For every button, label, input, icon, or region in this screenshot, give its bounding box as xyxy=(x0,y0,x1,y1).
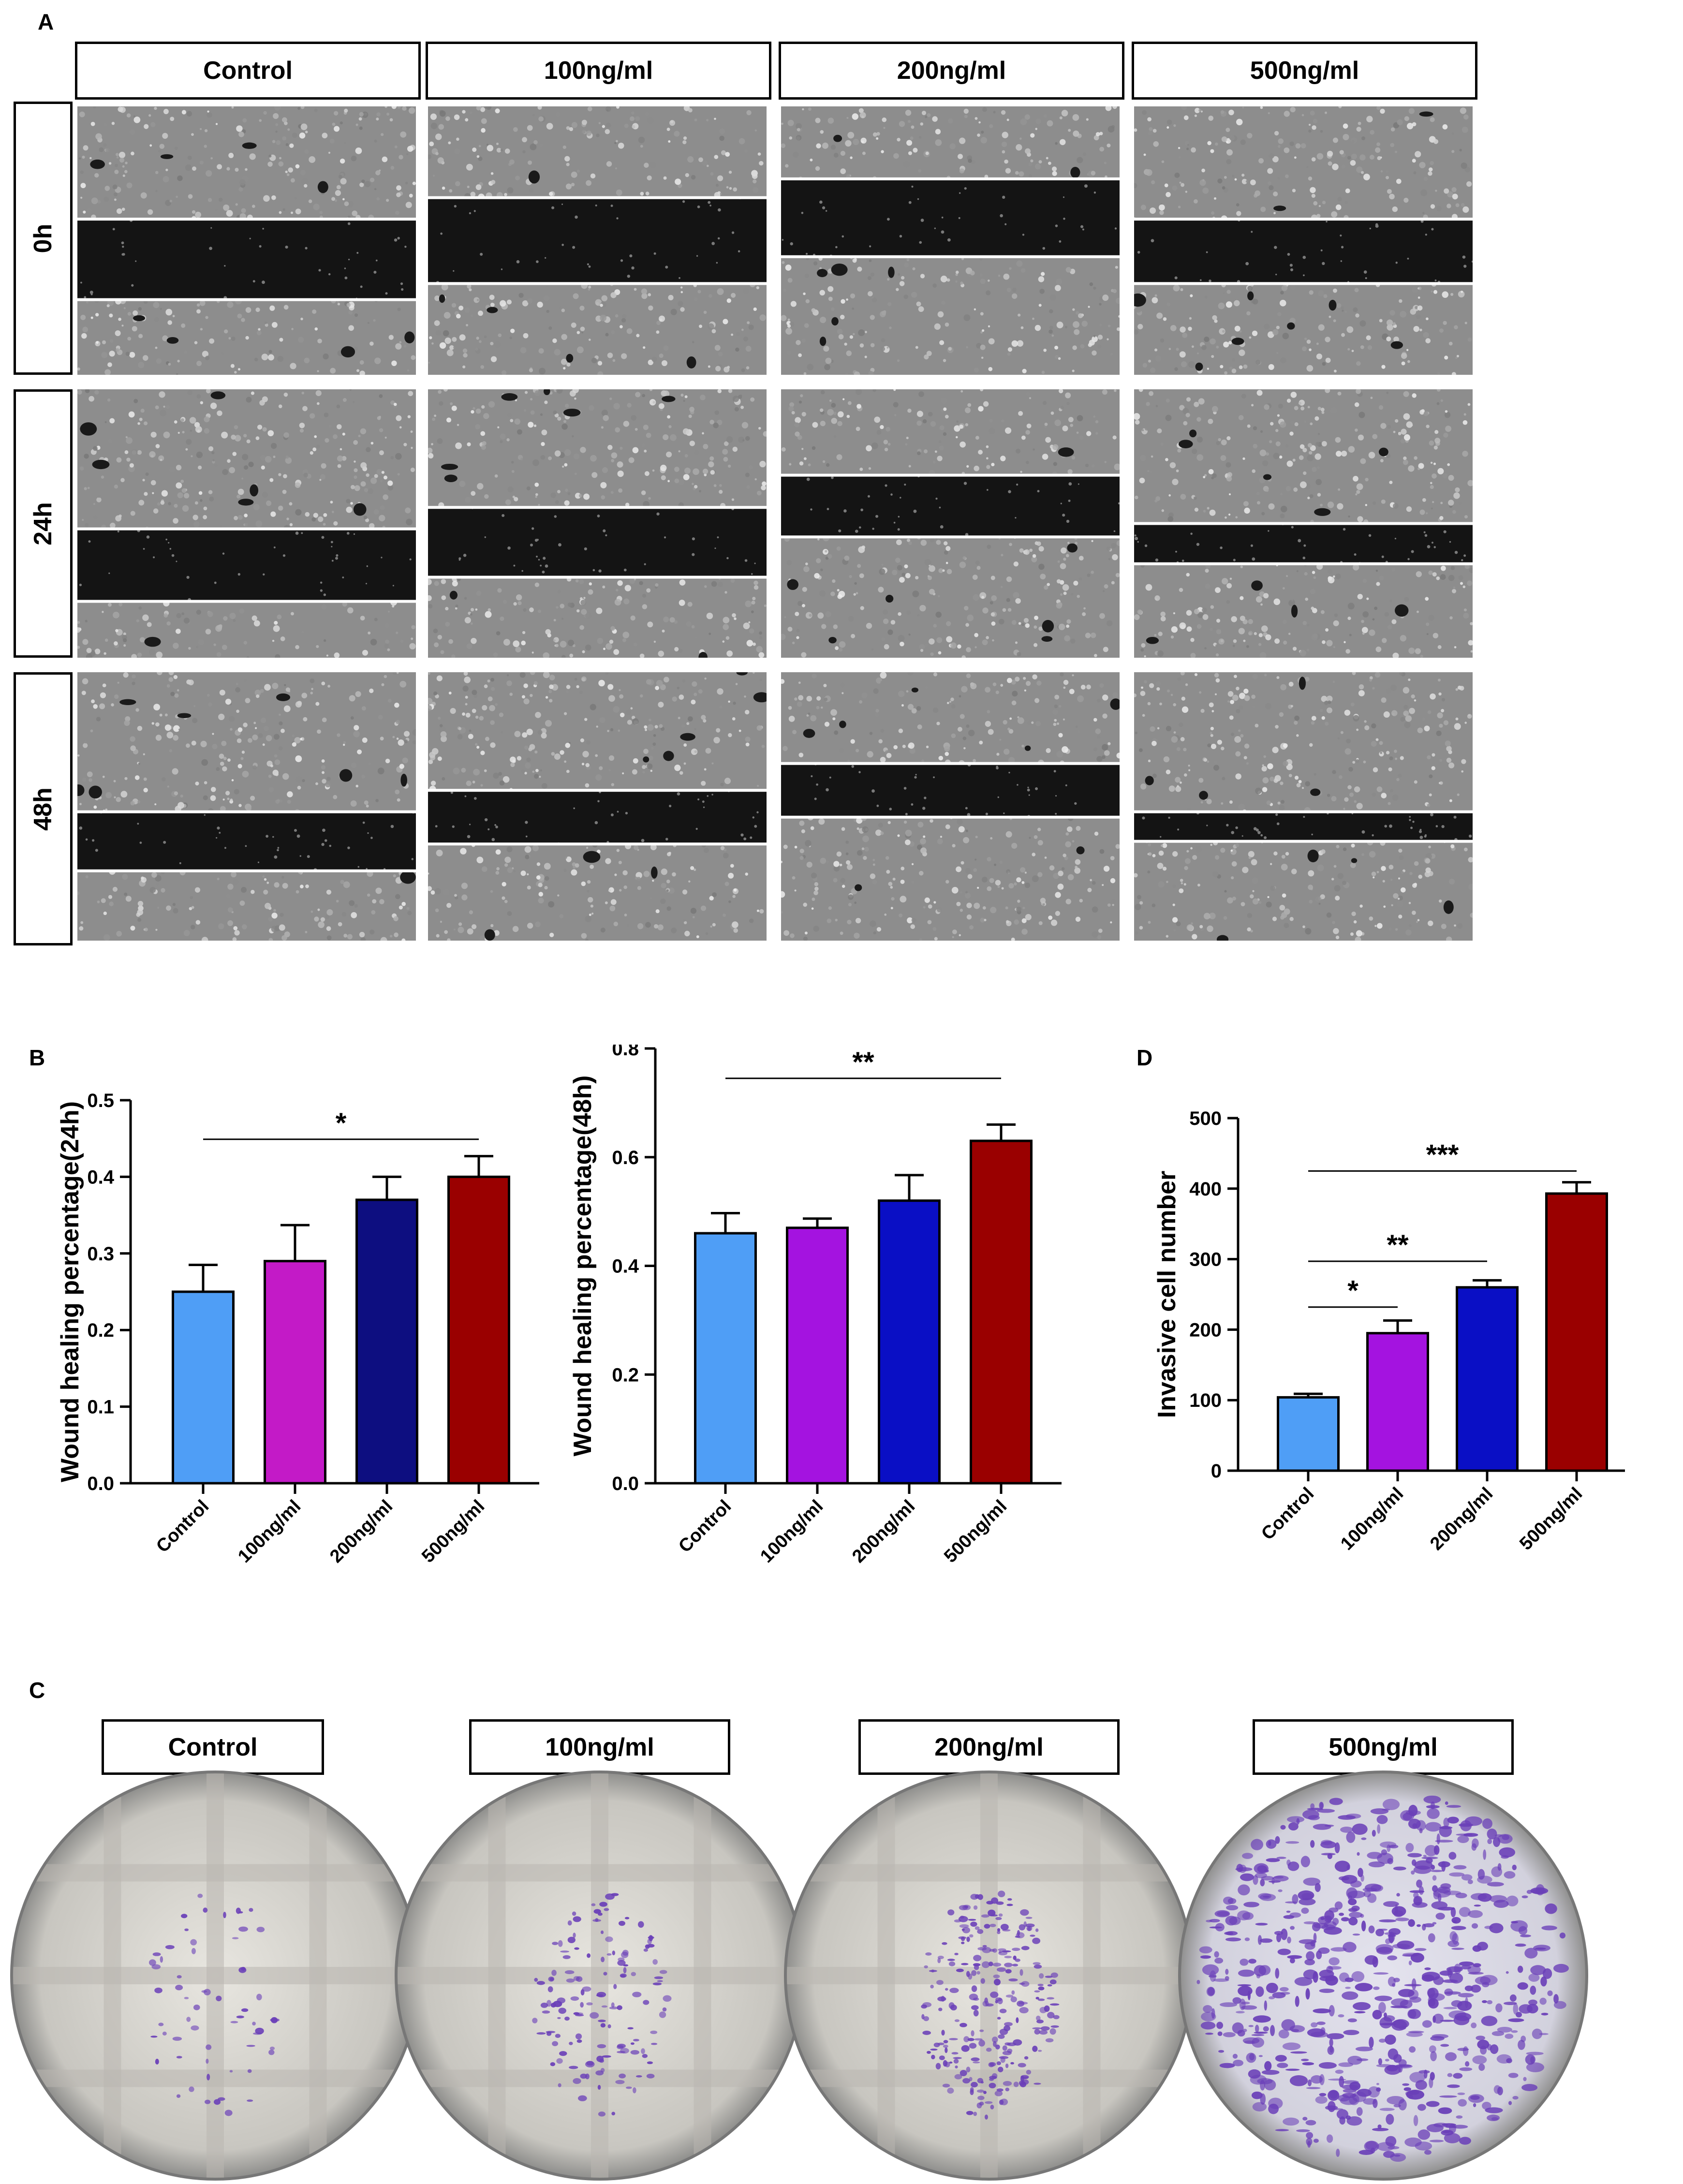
micrograph-24h-200ng/ml xyxy=(781,389,1120,658)
micrograph-48h-Control xyxy=(77,672,416,941)
dish-200ng/ml xyxy=(783,1770,1195,2181)
a-row-label-0h: 0h xyxy=(14,102,73,375)
x-tick-label: 500ng/ml xyxy=(1516,1484,1586,1554)
x-tick-label: Control xyxy=(1257,1484,1318,1544)
bar-Control xyxy=(694,1232,757,1485)
x-tick-label: 100ng/ml xyxy=(234,1496,305,1567)
x-tick-label: 100ng/ml xyxy=(756,1496,827,1567)
micrograph-48h-200ng/ml xyxy=(781,672,1120,941)
micrograph-0h-200ng/ml xyxy=(781,106,1120,375)
significance-label: ** xyxy=(1387,1229,1409,1261)
a-column-header-500: 500ng/ml xyxy=(1132,42,1477,100)
y-tick-label: 0.4 xyxy=(612,1256,639,1277)
a-row-label-48h: 48h xyxy=(14,672,73,945)
y-tick-label: 200 xyxy=(1189,1319,1222,1341)
x-tick-label: 500ng/ml xyxy=(418,1496,488,1567)
x-tick-label: 200ng/ml xyxy=(1426,1484,1497,1554)
dish-100ng/ml xyxy=(394,1770,805,2181)
bar-200ng/ml xyxy=(355,1198,418,1485)
y-tick-label: 0.8 xyxy=(612,1045,639,1060)
a-column-header-200: 200ng/ml xyxy=(779,42,1124,100)
significance-label: * xyxy=(1347,1275,1358,1307)
y-tick-label: 0.2 xyxy=(87,1320,114,1341)
micrograph-24h-100ng/ml xyxy=(428,389,767,658)
y-axis-label: Invasive cell number xyxy=(1153,1171,1181,1418)
panel-c-letter: C xyxy=(29,1678,45,1703)
chart-invasive-cell-number: 0 100 200 300 400 500 Invasive cell number Cont… xyxy=(1153,1108,1625,1554)
bar-200ng/ml xyxy=(1456,1286,1519,1472)
y-tick-label: 0.2 xyxy=(612,1364,639,1386)
y-tick-label: 0 xyxy=(1211,1461,1222,1482)
y-axis-label: Wound healing percentage(24h) xyxy=(56,1101,84,1482)
bar-500ng/ml xyxy=(1545,1192,1608,1472)
y-tick-label: 0.3 xyxy=(87,1243,114,1265)
c-header-500: 500ng/ml xyxy=(1253,1719,1514,1775)
micrograph-48h-500ng/ml xyxy=(1134,672,1473,941)
y-tick-label: 400 xyxy=(1189,1179,1222,1200)
bar-Control xyxy=(172,1290,235,1485)
micrograph-24h-500ng/ml xyxy=(1134,389,1473,658)
chart-wound-healing-48h: 0.0 0.2 0.4 0.6 0.8 Wound healing percentage(… xyxy=(569,1045,1062,1567)
y-tick-label: 0.0 xyxy=(87,1473,114,1494)
bar-500ng/ml xyxy=(447,1175,510,1485)
significance-label: * xyxy=(336,1107,347,1139)
micrograph-48h-100ng/ml xyxy=(428,672,767,941)
micrograph-0h-100ng/ml xyxy=(428,106,767,375)
y-tick-label: 300 xyxy=(1189,1249,1222,1270)
y-axis-label: Wound healing percentage(48h) xyxy=(569,1076,597,1457)
panel-b-letter: B xyxy=(29,1045,45,1070)
y-tick-label: 500 xyxy=(1189,1108,1222,1129)
y-tick-label: 0.1 xyxy=(87,1397,114,1418)
significance-label: *** xyxy=(1426,1139,1459,1170)
dish-500ng/ml xyxy=(1178,1770,1589,2181)
y-tick-label: 100 xyxy=(1189,1390,1222,1411)
x-tick-label: 500ng/ml xyxy=(940,1496,1011,1567)
significance-label: ** xyxy=(852,1047,874,1078)
y-tick-label: 0.6 xyxy=(612,1147,639,1168)
micrograph-0h-500ng/ml xyxy=(1134,106,1473,375)
bar-200ng/ml xyxy=(878,1199,941,1485)
dish-Control xyxy=(10,1770,421,2181)
x-tick-label: Control xyxy=(152,1496,213,1557)
panel-a-letter: A xyxy=(38,9,54,34)
c-header-100: 100ng/ml xyxy=(469,1719,730,1775)
x-tick-label: 200ng/ml xyxy=(848,1496,919,1567)
x-tick-label: 100ng/ml xyxy=(1337,1484,1407,1554)
y-tick-label: 0.0 xyxy=(612,1473,639,1494)
y-tick-label: 0.5 xyxy=(87,1090,114,1111)
bar-100ng/ml xyxy=(264,1260,326,1485)
panel-d-letter: D xyxy=(1137,1045,1153,1070)
bar-100ng/ml xyxy=(1366,1332,1429,1472)
bar-100ng/ml xyxy=(786,1226,849,1485)
a-row-label-24h: 24h xyxy=(14,389,73,658)
a-column-header-control: Control xyxy=(75,42,421,100)
bar-500ng/ml xyxy=(970,1139,1033,1485)
micrograph-24h-Control xyxy=(77,389,416,658)
a-column-header-100: 100ng/ml xyxy=(426,42,771,100)
c-header-control: Control xyxy=(102,1719,324,1775)
micrograph-0h-Control xyxy=(77,106,416,375)
x-tick-label: 200ng/ml xyxy=(326,1496,397,1567)
c-header-200: 200ng/ml xyxy=(858,1719,1120,1775)
y-tick-label: 0.4 xyxy=(87,1166,114,1188)
bar-Control xyxy=(1277,1396,1340,1472)
x-tick-label: Control xyxy=(675,1496,735,1557)
